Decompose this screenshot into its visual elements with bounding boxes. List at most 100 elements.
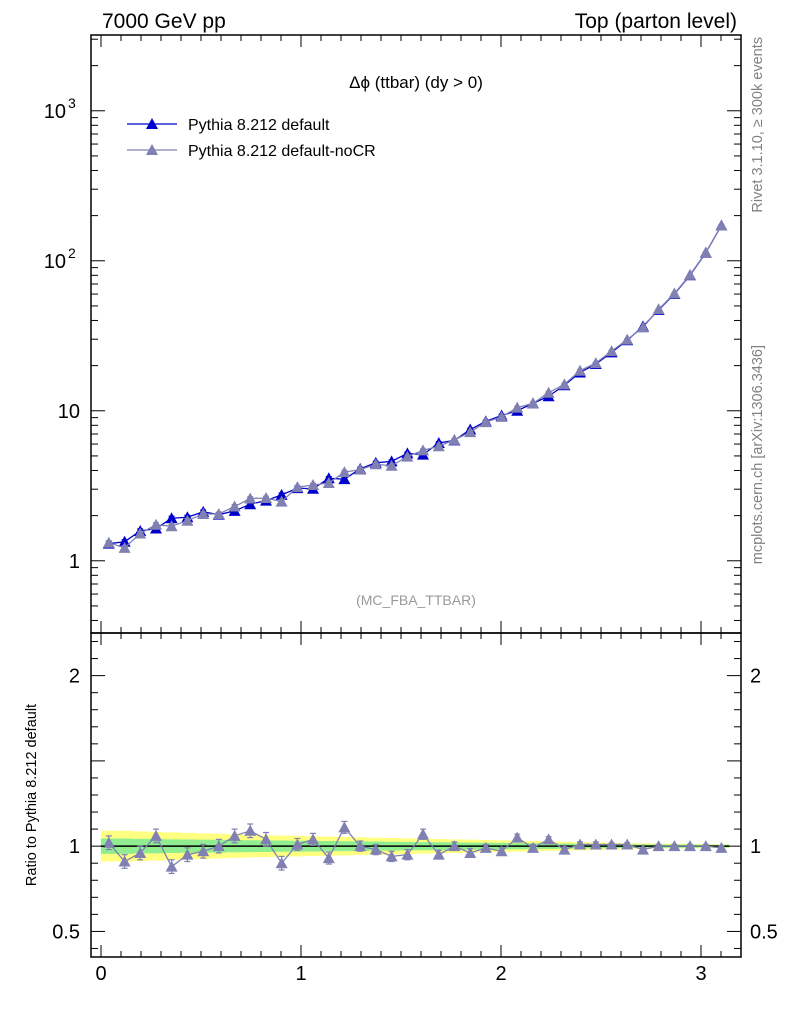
ratio-y-tick-label-right: 1 (750, 836, 761, 858)
ratio-nocr-series-point (715, 841, 728, 853)
ratio-nocr-series-point (322, 852, 335, 864)
ratio-nocr-series-point (338, 821, 351, 833)
header-right-title: Top (parton level) (575, 10, 737, 33)
nocr-series-point (401, 450, 414, 462)
ratio-nocr-series-point (448, 840, 461, 852)
ratio-y-tick-label-right: 0.5 (750, 921, 778, 943)
legend-label-default: Pythia 8.212 default (188, 117, 330, 134)
nocr-series-point (684, 268, 696, 280)
ratio-nocr-series-point (307, 833, 319, 845)
legend-entry-default: Pythia 8.212 default (127, 117, 330, 134)
ratio-nocr-series-point (527, 841, 539, 853)
ratio-ticks-layer: 0 1 2 3 0.5 0.5 1 1 2 2 (52, 633, 778, 985)
ratio-nocr-series-point (605, 838, 618, 850)
legend-label-nocr: Pythia 8.212 default-noCR (188, 143, 376, 160)
ratio-y-tick-label: 2 (69, 666, 80, 688)
ratio-panel: 0 1 2 3 0.5 0.5 1 1 2 2 (52, 632, 778, 985)
nocr-series-point (558, 378, 571, 390)
nocr-series-point (527, 397, 539, 409)
x-tick-label: 2 (495, 963, 506, 985)
legend-marker-nocr (146, 144, 158, 155)
nocr-series-point (605, 345, 618, 357)
ratio-nocr-series-point (558, 843, 571, 855)
nocr-series-point (652, 303, 665, 315)
nocr-series-point (511, 401, 524, 413)
legend: Pythia 8.212 default Pythia 8.212 defaul… (127, 117, 376, 160)
main-y-tick-label: 1 (69, 551, 80, 573)
ratio-series-layer (102, 820, 728, 875)
nocr-series-point (307, 479, 319, 491)
ratio-nocr-series-point (134, 846, 147, 858)
ratio-nocr-series-point (385, 850, 398, 862)
ratio-nocr-series-point (354, 840, 367, 852)
nocr-series-point (354, 463, 367, 475)
main-series-layer (102, 219, 728, 553)
default-series-point (118, 535, 131, 547)
nocr-series-point (197, 508, 210, 520)
ratio-nocr-series-point (668, 840, 681, 852)
ratio-nocr-series-point (417, 828, 429, 840)
main-y-tick-label: 10 (44, 101, 66, 123)
default-series-point (338, 473, 351, 485)
nocr-series-point (495, 410, 508, 422)
nocr-series-point (432, 440, 445, 452)
ratio-nocr-series-point (574, 838, 586, 850)
ratio-nocr-series-point (637, 843, 649, 855)
nocr-series-point (322, 476, 335, 488)
nocr-series-point (134, 527, 147, 539)
ratio-nocr-series-point (291, 838, 304, 850)
nocr-series-point (589, 357, 602, 369)
ratio-nocr-series-point (150, 829, 162, 841)
legend-entry-nocr: Pythia 8.212 default-noCR (127, 143, 376, 160)
main-title: Δϕ (ttbar) (dy > 0) (349, 73, 483, 92)
nocr-series-point (260, 492, 272, 504)
x-tick-label: 1 (295, 963, 306, 985)
nocr-series-point (369, 458, 382, 470)
main-y-tick-exponent: 3 (68, 95, 76, 111)
nocr-series-point (338, 466, 351, 478)
nocr-series-point (165, 520, 178, 532)
nocr-series-point (228, 500, 241, 512)
header-left-title: 7000 GeV pp (102, 10, 226, 33)
default-series-line (108, 225, 722, 545)
ratio-nocr-series-point (511, 831, 524, 843)
analysis-watermark: (MC_FBA_TTBAR) (356, 592, 476, 608)
nocr-series-line (108, 225, 722, 549)
nocr-series-point (181, 514, 194, 526)
ratio-nocr-series-point (495, 845, 508, 857)
ratio-nocr-series-point (479, 841, 492, 853)
main-y-tick-exponent: 2 (68, 245, 76, 261)
ratio-nocr-series-point (542, 833, 555, 845)
x-tick-label: 3 (695, 963, 706, 985)
nocr-series-point (291, 481, 304, 493)
ratio-y-tick-label-right: 2 (750, 666, 761, 688)
ratio-nocr-series-point (699, 840, 712, 852)
nocr-series-point (448, 433, 461, 445)
nocr-series-point (244, 492, 257, 504)
nocr-series-point (212, 508, 225, 520)
ratio-nocr-series-point (275, 857, 288, 869)
default-series-point (244, 498, 257, 510)
x-tick-label: 0 (95, 963, 106, 985)
nocr-series-point (417, 444, 429, 456)
nocr-series-point (102, 536, 115, 548)
ratio-nocr-series-line (108, 826, 722, 868)
ratio-y-tick-label: 0.5 (52, 921, 80, 943)
nocr-series-point (574, 364, 586, 376)
ratio-bands-layer (100, 830, 730, 862)
ratio-nocr-series-point (197, 845, 210, 857)
ratio-y-tick-label: 1 (69, 836, 80, 858)
nocr-series-point (621, 333, 634, 345)
nocr-series-point (637, 321, 649, 333)
ratio-nocr-series-point (228, 829, 241, 841)
main-y-tick-label: 10 (44, 251, 66, 273)
nocr-series-point (118, 541, 131, 553)
ratio-nocr-series-point (432, 848, 445, 860)
ratio-nocr-series-point (165, 860, 178, 872)
ratio-nocr-series-point (260, 833, 272, 845)
ratio-nocr-series-point (684, 840, 696, 852)
nocr-series-point (699, 246, 712, 258)
